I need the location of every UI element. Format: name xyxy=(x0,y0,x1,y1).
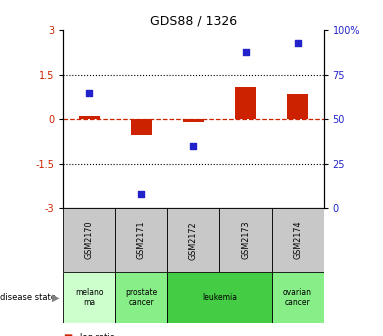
Text: GSM2171: GSM2171 xyxy=(137,221,146,259)
Point xyxy=(190,143,196,149)
Bar xyxy=(219,208,272,272)
Bar xyxy=(167,272,272,323)
Bar xyxy=(183,119,204,122)
Text: prostate
cancer: prostate cancer xyxy=(125,288,157,307)
Bar xyxy=(272,208,324,272)
Bar xyxy=(115,208,167,272)
Text: GSM2170: GSM2170 xyxy=(85,221,94,259)
Bar xyxy=(115,272,167,323)
Text: ovarian
cancer: ovarian cancer xyxy=(283,288,312,307)
Bar xyxy=(131,119,152,135)
Bar xyxy=(272,272,324,323)
Bar xyxy=(235,87,256,119)
Title: GDS88 / 1326: GDS88 / 1326 xyxy=(150,15,237,28)
Bar xyxy=(167,208,219,272)
Text: log ratio: log ratio xyxy=(80,333,115,336)
Bar xyxy=(63,272,115,323)
Point xyxy=(295,40,301,45)
Text: leukemia: leukemia xyxy=(202,293,237,302)
Text: ▶: ▶ xyxy=(52,292,59,302)
Bar xyxy=(287,94,308,119)
Bar xyxy=(63,208,115,272)
Bar xyxy=(79,116,100,119)
Text: melano
ma: melano ma xyxy=(75,288,103,307)
Point xyxy=(242,49,249,54)
Text: GSM2174: GSM2174 xyxy=(293,221,302,259)
Text: ■: ■ xyxy=(63,333,72,336)
Point xyxy=(86,90,92,95)
Text: GSM2173: GSM2173 xyxy=(241,221,250,259)
Text: GSM2172: GSM2172 xyxy=(189,221,198,259)
Text: disease state: disease state xyxy=(0,293,56,302)
Point xyxy=(138,192,144,197)
